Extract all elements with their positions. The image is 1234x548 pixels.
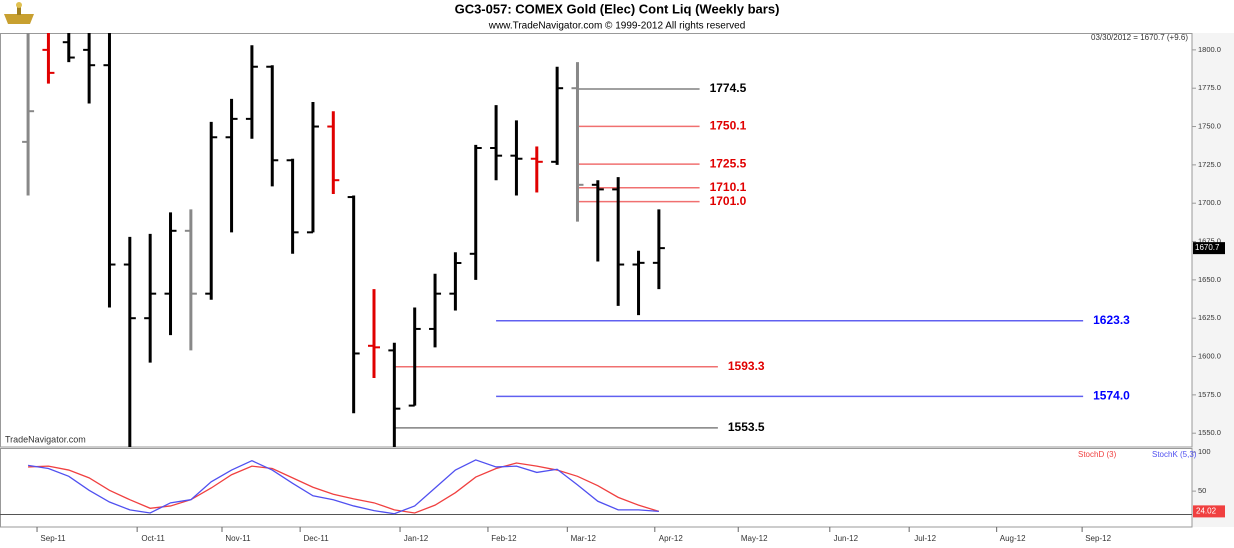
x-tick-label: Jun-12 xyxy=(834,534,859,543)
y-tick-label: 1725.0 xyxy=(1198,160,1221,169)
x-tick-label: Feb-12 xyxy=(491,534,517,543)
x-tick-label: May-12 xyxy=(741,534,768,543)
last-price-box xyxy=(1193,242,1225,255)
chart-subtitle: www.TradeNavigator.com © 1999-2012 All r… xyxy=(488,21,746,32)
legend-entry: StochK (5,3) xyxy=(1152,450,1197,459)
x-tick-label: Jan-12 xyxy=(404,534,429,543)
x-tick-label: Aug-12 xyxy=(1000,534,1026,543)
last-value-box xyxy=(1193,505,1225,518)
y-tick-label: 1550.0 xyxy=(1198,428,1221,437)
y-tick-label: 1800.0 xyxy=(1198,45,1221,54)
x-tick-label: Jul-12 xyxy=(914,534,936,543)
level-label: 1710.1 xyxy=(710,180,747,194)
y-tick-label: 50 xyxy=(1198,486,1206,495)
last-price-label: 1670.7 xyxy=(1195,243,1220,252)
x-tick-label: Dec-11 xyxy=(304,534,330,543)
header-info: 03/30/2012 = 1670.7 (+9.6) xyxy=(1091,33,1188,42)
y-tick-label: 1625.0 xyxy=(1198,313,1221,322)
level-label: 1701.0 xyxy=(710,194,747,208)
y-tick-label: 1750.0 xyxy=(1198,122,1221,131)
price-panel-frame xyxy=(0,33,1193,448)
stoch-line xyxy=(27,459,659,515)
x-tick-label: Apr-12 xyxy=(659,534,684,543)
right-axis-area xyxy=(1192,33,1234,527)
x-tick-label: Sep-12 xyxy=(1085,534,1111,543)
level-label: 1750.1 xyxy=(710,119,747,133)
logo xyxy=(4,2,34,24)
y-tick-label: 1675.0 xyxy=(1198,237,1221,246)
level-label: 1574.0 xyxy=(1093,389,1130,403)
y-tick-label: 1650.0 xyxy=(1198,275,1221,284)
level-label: 1553.5 xyxy=(728,420,765,434)
y-tick-label: 1700.0 xyxy=(1198,198,1221,207)
level-label: 1774.5 xyxy=(710,81,747,95)
x-tick-label: Nov-11 xyxy=(225,534,251,543)
y-tick-label: 1600.0 xyxy=(1198,352,1221,361)
stoch-panel-frame xyxy=(0,448,1193,528)
y-tick-label: 100 xyxy=(1198,447,1211,456)
y-tick-label: 1575.0 xyxy=(1198,390,1221,399)
last-value-label: 24.02 xyxy=(1196,506,1217,515)
level-label: 1593.3 xyxy=(728,359,765,373)
x-tick-label: Oct-11 xyxy=(141,534,165,543)
watermark: TradeNavigator.com xyxy=(5,434,86,444)
legend-entry: StochD (3) xyxy=(1078,450,1117,459)
chart-title: GC3-057: COMEX Gold (Elec) Cont Liq (Wee… xyxy=(455,1,780,16)
x-tick-label: Sep-11 xyxy=(40,534,66,543)
level-label: 1725.5 xyxy=(710,156,747,170)
x-tick-label: Mar-12 xyxy=(571,534,597,543)
level-label: 1623.3 xyxy=(1093,313,1130,327)
y-tick-label: 1775.0 xyxy=(1198,83,1221,92)
